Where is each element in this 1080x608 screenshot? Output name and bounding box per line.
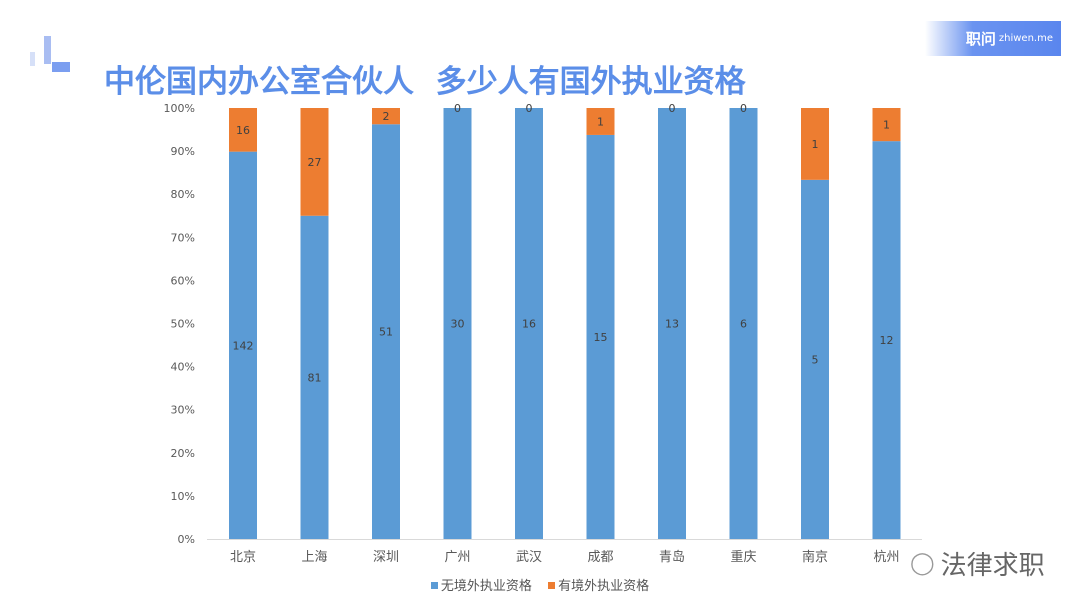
data-label: 6	[740, 318, 747, 331]
data-label: 0	[669, 102, 676, 115]
watermark-text: 法律求职	[940, 551, 1045, 581]
data-label: 12	[880, 334, 894, 347]
bar-segment	[300, 215, 329, 539]
y-tick-label: 10%	[171, 490, 195, 503]
data-label: 0	[454, 102, 461, 115]
bar-segment	[300, 108, 329, 216]
y-tick-label: 20%	[171, 447, 195, 460]
data-label: 16	[236, 124, 250, 137]
y-tick-label: 100%	[164, 102, 195, 115]
bar-segment	[229, 151, 257, 539]
data-label: 0	[740, 102, 747, 115]
bar-segment	[872, 141, 901, 539]
bar-segment	[729, 108, 758, 539]
legend: 无境外执业资格 有境外执业资格	[0, 575, 1080, 594]
data-label: 2	[383, 110, 390, 123]
bar-segment	[586, 108, 615, 135]
bar-segment	[515, 108, 543, 539]
legend-item-foreign: 有境外执业资格	[548, 579, 649, 594]
legend-label: 无境外执业资格	[440, 579, 532, 594]
data-label: 16	[522, 318, 536, 331]
x-tick-label: 北京	[230, 550, 256, 565]
y-tick-label: 70%	[171, 231, 195, 244]
x-tick-label: 成都	[587, 550, 613, 565]
data-label: 1	[883, 119, 890, 132]
x-tick-label: 上海	[301, 550, 327, 565]
x-tick-label: 深圳	[373, 550, 399, 565]
data-label: 1	[812, 138, 819, 151]
x-tick-label: 南京	[802, 549, 828, 565]
page-title: 中伦国内办公室合伙人 多少人有国外执业资格	[104, 64, 746, 100]
y-tick-label: 90%	[171, 145, 195, 158]
bar-segment	[801, 108, 829, 180]
legend-item-no-foreign: 无境外执业资格	[430, 579, 532, 594]
y-tick-label: 30%	[171, 404, 195, 417]
bar-segment	[229, 108, 257, 152]
x-tick-label: 青岛	[659, 549, 685, 565]
wechat-icon: ◯	[910, 551, 935, 576]
x-tick-label: 杭州	[873, 550, 899, 565]
watermark: ◯ 法律求职	[910, 545, 1045, 582]
x-tick-label: 武汉	[516, 550, 542, 565]
bar-segment	[658, 108, 686, 539]
bar-segment	[801, 179, 829, 540]
data-label: 142	[233, 339, 254, 352]
bar-segment	[443, 108, 472, 539]
data-label: 27	[308, 156, 322, 169]
x-tick-label: 重庆	[730, 549, 756, 565]
data-label: 81	[308, 371, 322, 384]
data-label: 1	[597, 115, 604, 128]
bar-segment	[872, 108, 901, 142]
data-label: 0	[526, 102, 533, 115]
data-label: 5	[812, 353, 819, 366]
data-label: 13	[665, 318, 679, 331]
data-label: 51	[379, 326, 393, 339]
y-tick-label: 80%	[171, 188, 195, 201]
brand-domain: zhiwen.me	[998, 33, 1053, 44]
y-tick-label: 50%	[171, 318, 195, 331]
x-tick-label: 广州	[444, 550, 470, 565]
brand-badge: 职问 zhiwen.me	[925, 21, 1061, 56]
data-label: 30	[451, 318, 465, 331]
brand-name: 职问	[965, 30, 996, 48]
bar-segment	[586, 134, 615, 539]
y-tick-label: 40%	[171, 361, 195, 374]
data-label: 15	[594, 331, 608, 344]
y-tick-label: 0%	[178, 533, 195, 546]
bar-segment	[372, 108, 400, 125]
legend-label: 有境外执业资格	[558, 579, 650, 594]
y-tick-label: 60%	[171, 274, 195, 287]
bar-segment	[372, 124, 400, 539]
